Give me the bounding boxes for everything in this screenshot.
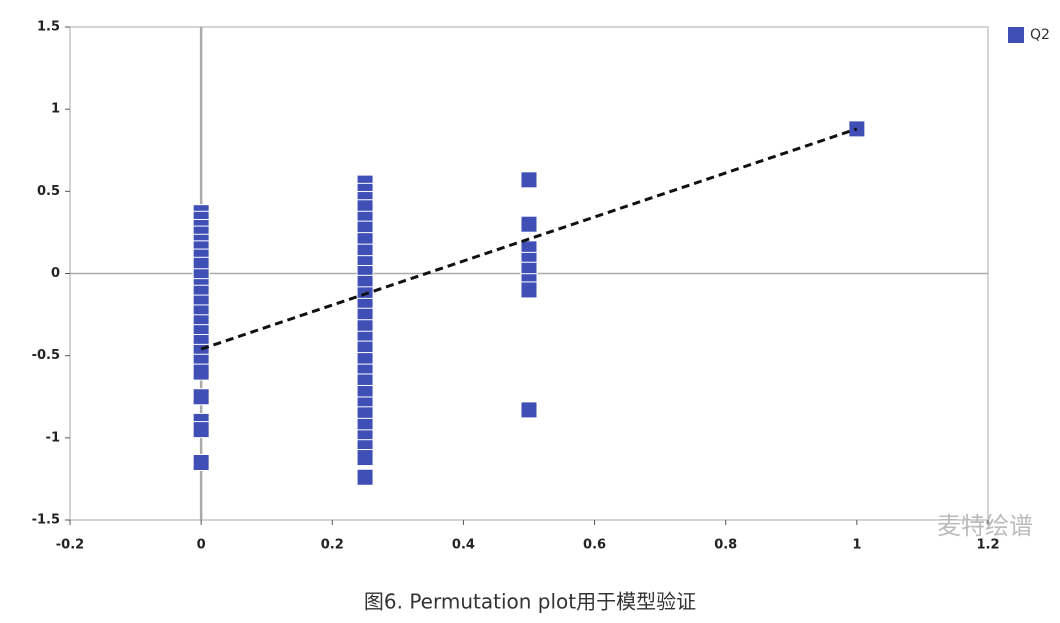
y-tick-label: -1 — [46, 430, 60, 445]
point — [192, 363, 210, 381]
point — [520, 171, 538, 189]
x-tick-label: 0 — [197, 538, 206, 553]
y-tick-label: -0.5 — [32, 348, 60, 363]
watermark: 麦特绘谱 — [937, 512, 1033, 540]
point — [192, 453, 210, 471]
y-tick-label: -1.5 — [32, 513, 60, 528]
y-tick-label: 1.5 — [37, 20, 60, 35]
y-tick-label: 1 — [51, 102, 60, 117]
point — [356, 468, 374, 486]
point — [848, 120, 866, 138]
point — [192, 388, 210, 406]
x-tick-label: -0.2 — [56, 538, 84, 553]
point — [356, 449, 374, 467]
x-tick-label: 0.4 — [452, 538, 475, 553]
x-tick-label: 0.6 — [583, 538, 606, 553]
fit-line — [200, 127, 858, 351]
x-tick-label: 0.8 — [714, 538, 737, 553]
x-tick-label: 0.2 — [321, 538, 344, 553]
point — [520, 215, 538, 233]
x-tick-label: 1 — [852, 538, 861, 553]
caption: 图6. Permutation plot用于模型验证 — [364, 590, 696, 614]
x-tick-label: 1.2 — [976, 538, 999, 553]
point — [192, 421, 210, 439]
y-tick-label: 0 — [51, 266, 60, 281]
y-tick-label: 0.5 — [37, 184, 60, 199]
point — [520, 401, 538, 419]
legend-swatch — [1008, 27, 1024, 43]
point — [520, 281, 538, 299]
legend-label: Q2 — [1030, 27, 1050, 43]
